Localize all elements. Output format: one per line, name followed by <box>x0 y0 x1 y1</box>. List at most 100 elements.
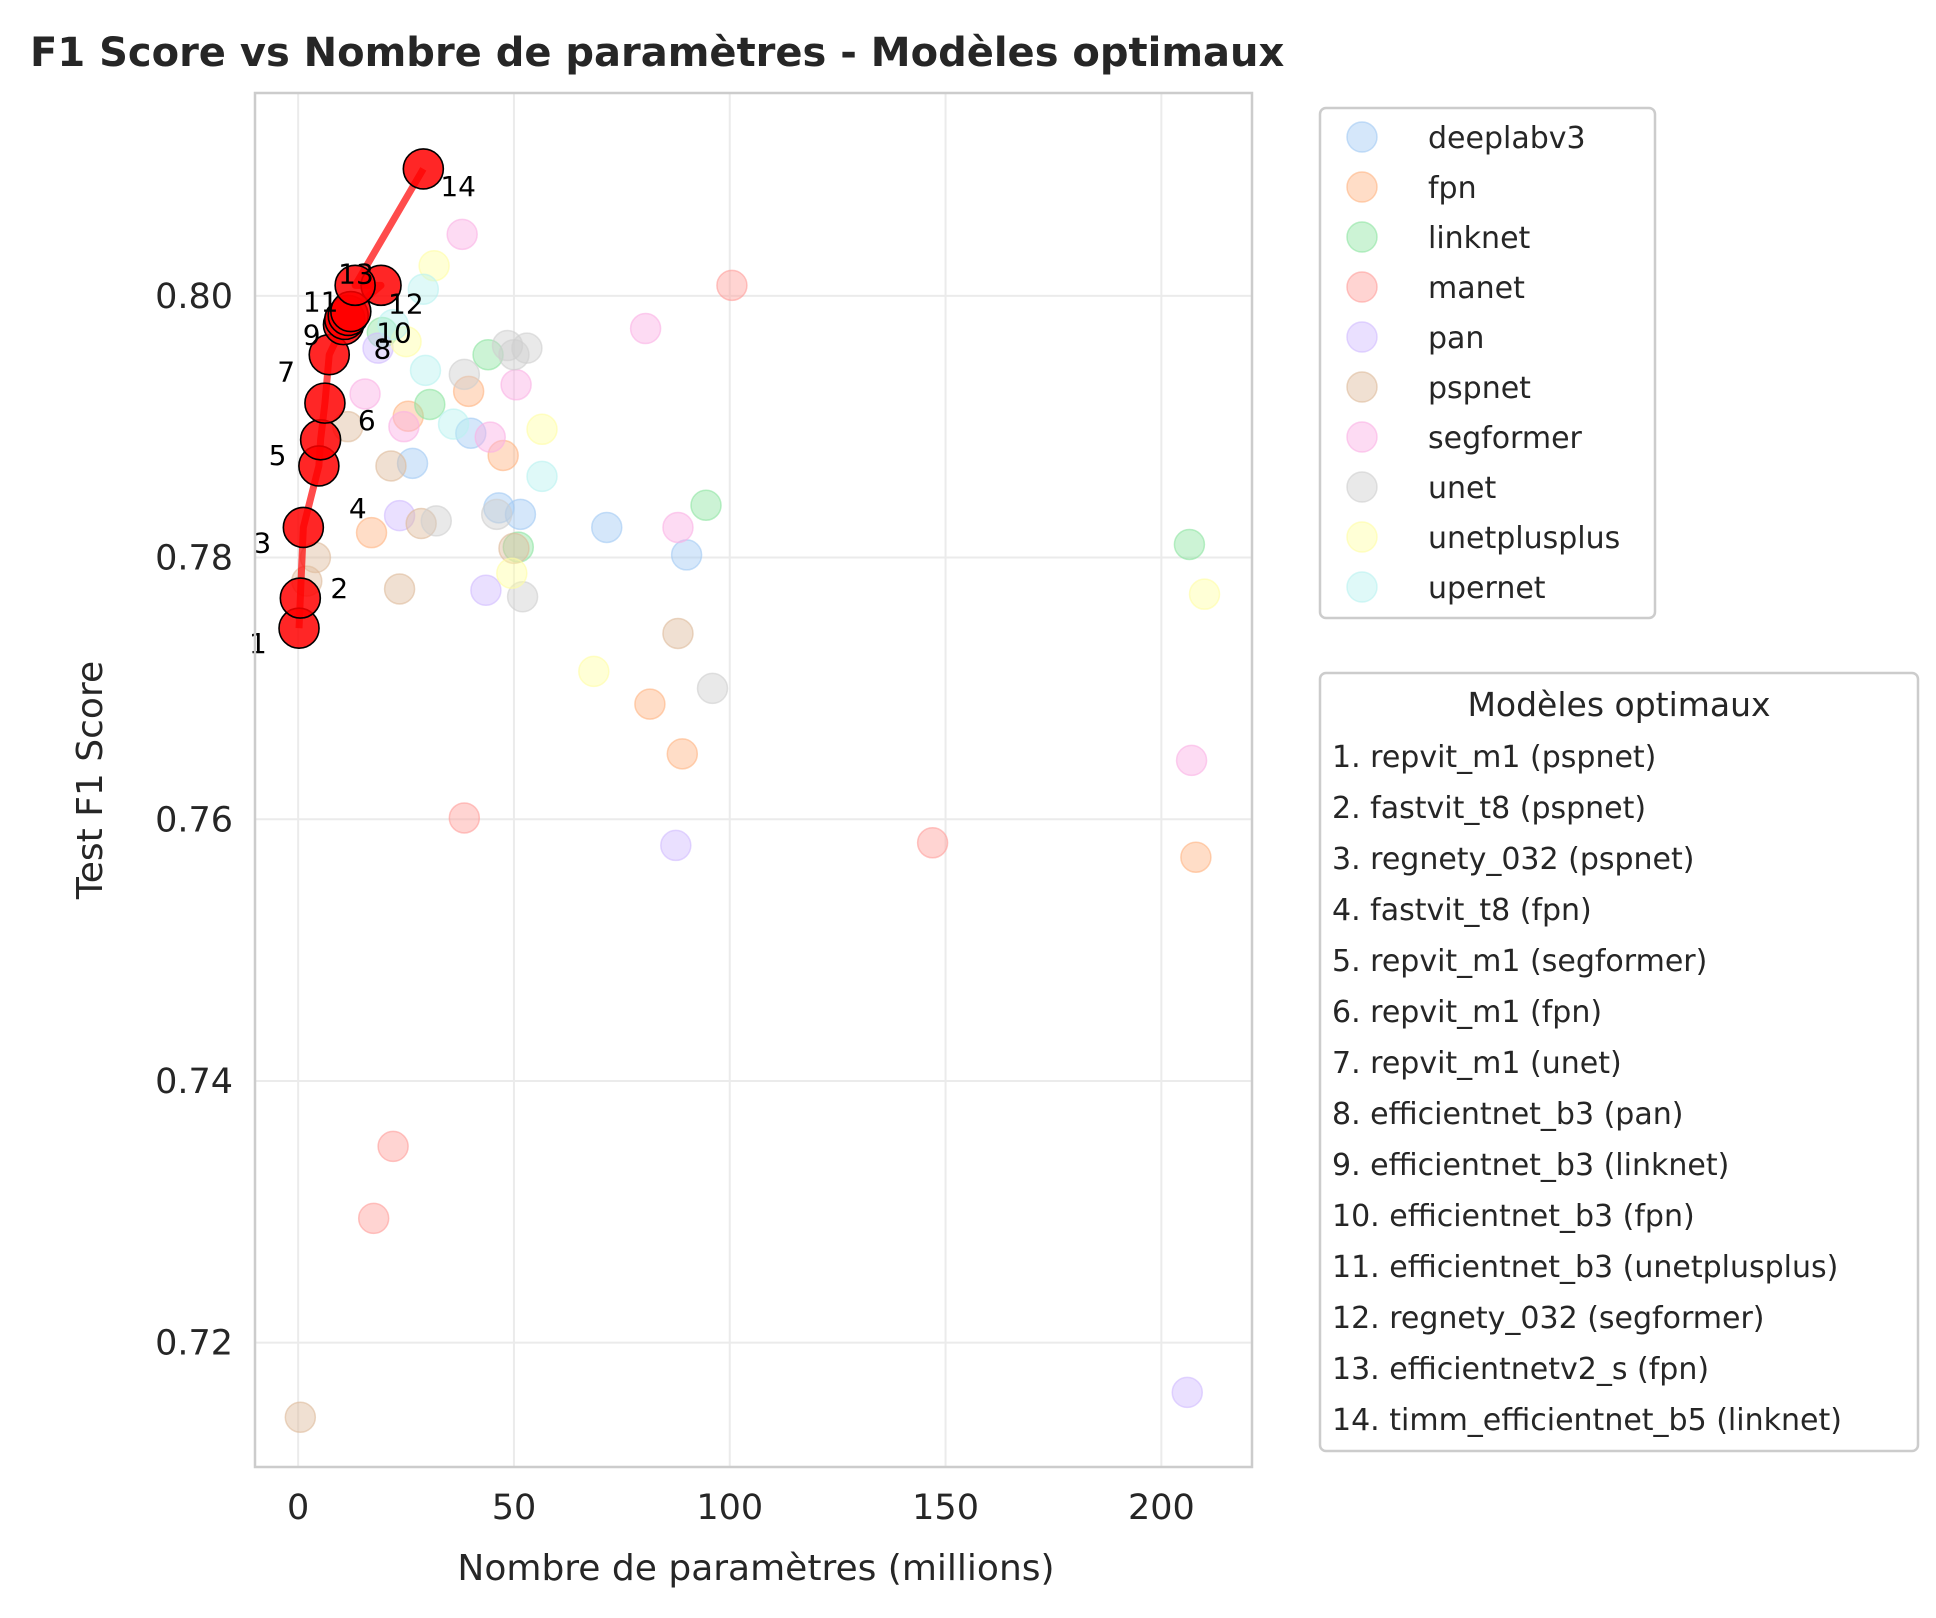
optimal-point-label: 11 <box>303 286 339 319</box>
scatter-point-pan <box>1171 1376 1204 1409</box>
legend-marker-manet <box>1346 271 1378 303</box>
tick-labels: 0 50 100 150 200 0.72 0.74 0.76 0.78 0.80 <box>155 277 1195 1528</box>
scatter-point-fpn <box>666 738 699 770</box>
optimal-legend-entry: 5. repvit_m1 (segformer) <box>1332 944 1707 979</box>
legend-marker-pan <box>1346 321 1378 353</box>
legend-marker-linknet <box>1346 221 1378 253</box>
optimal-point <box>279 577 322 619</box>
scatter-point-deeplabv3 <box>455 417 487 449</box>
optimal-point-label: 10 <box>376 316 412 349</box>
optimal-point <box>334 264 376 307</box>
scatter-point-pan <box>660 829 692 862</box>
legend-marker-pspnet <box>1346 371 1378 403</box>
scatter-point-unet <box>498 338 530 371</box>
legend-entry-pspnet: pspnet <box>1428 371 1531 406</box>
optimal-legend-box <box>1318 671 1920 1453</box>
scatter-point-linknet <box>472 338 504 371</box>
scatter-point-deeplabv3 <box>670 539 703 571</box>
optimal-point-label: 3 <box>253 526 271 559</box>
legend-entry-linknet: linknet <box>1428 221 1531 256</box>
legend-entry-unet: unet <box>1428 471 1496 506</box>
grid <box>255 93 1252 1467</box>
scatter-point-pspnet <box>662 617 694 650</box>
scatter-point-unetplusplus <box>578 655 610 688</box>
optimal-legend-entry: 13. efficientnetv2_s (fpn) <box>1332 1352 1709 1387</box>
chart-title: F1 Score vs Nombre de paramètres - Modèl… <box>30 30 1285 76</box>
scatter-point-pspnet <box>284 1401 317 1434</box>
scatter-point-manet <box>357 1202 390 1235</box>
optimal-legend-entry: 7. repvit_m1 (unet) <box>1332 1046 1622 1081</box>
legend-marker-unetplusplus <box>1346 521 1378 553</box>
optimal-legend-entry: 9. efficientnet_b3 (linknet) <box>1332 1148 1729 1183</box>
optimal-legend-entry: 4. fastvit_t8 (fpn) <box>1332 893 1592 928</box>
optimal-legend-entry: 11. efficientnet_b3 (unetplusplus) <box>1332 1250 1838 1285</box>
scatter-point-unet <box>506 581 539 613</box>
y-tick-label: 0.72 <box>155 1324 233 1364</box>
optimal-legend-entry: 3. regnety_032 (pspnet) <box>1332 842 1694 877</box>
scatter-point-segformer <box>500 369 532 401</box>
optimal-point-label: 1 <box>249 627 267 660</box>
scatter-point-unetplusplus <box>496 557 528 589</box>
scatter-point-segformer <box>388 410 420 443</box>
optimal-point <box>304 382 346 424</box>
scatter-point-manet <box>377 1130 409 1163</box>
scatter-point-segformer <box>1175 744 1208 777</box>
scatter-point-segformer <box>662 511 694 544</box>
legend-entry-fpn: fpn <box>1428 171 1477 206</box>
scatter-point-pan <box>470 574 502 607</box>
series-legend-box <box>1318 106 1657 620</box>
x-tick-label: 100 <box>696 1488 763 1528</box>
scatter-point-deeplabv3 <box>591 511 623 544</box>
x-tick-label: 150 <box>912 1488 979 1528</box>
scatter-point-segformer <box>474 421 506 453</box>
scatter-point-pspnet <box>375 450 407 482</box>
scatter-point-unetplusplus <box>1188 578 1221 610</box>
scatter-point-fpn <box>634 688 666 720</box>
scatter-point-unetplusplus <box>526 413 558 446</box>
scatter-point-fpn <box>487 439 519 472</box>
scatter-point-linknet <box>1173 528 1206 561</box>
optimal-legend-title: Modèles optimaux <box>1467 685 1770 724</box>
scatter-point-unet <box>448 358 481 391</box>
optimal-legend-entry: 8. efficientnet_b3 (pan) <box>1332 1097 1683 1132</box>
legend-entry-unetplusplus: unetplusplus <box>1428 521 1620 556</box>
scatter-point-segformer <box>629 312 662 345</box>
legend-entry-upernet: upernet <box>1428 571 1546 606</box>
optimal-point-label: 8 <box>373 333 391 366</box>
plot-frame <box>253 91 1254 1469</box>
y-tick-label: 0.76 <box>155 800 233 840</box>
scatter-point-upernet <box>409 354 442 387</box>
optimal-point-label: 13 <box>338 257 374 290</box>
legend-entry-segformer: segformer <box>1428 421 1583 456</box>
optimal-legend-entry: 6. repvit_m1 (fpn) <box>1332 995 1602 1030</box>
scatter-point-fpn <box>355 516 388 549</box>
scatter-point-fpn <box>1180 841 1212 873</box>
optimal-point-label: 7 <box>277 356 295 389</box>
scatter-point-upernet <box>526 460 558 493</box>
scatter-point-segformer <box>349 378 381 410</box>
scatter-points <box>284 218 1221 1434</box>
series-legend: deeplabv3 fpn linknet manet pan pspnet segform… <box>1318 106 1657 620</box>
optimal-point-label: 6 <box>358 404 376 437</box>
x-tick-label: 200 <box>1128 1488 1195 1528</box>
optimal-legend-entry: 14. timm_efficientnet_b5 (linknet) <box>1332 1403 1842 1438</box>
legend-marker-segformer <box>1346 421 1378 453</box>
optimal-point-label: 9 <box>303 318 321 351</box>
optimal-point-label: 5 <box>269 439 287 472</box>
scatter-point-upernet <box>437 408 470 440</box>
legend-marker-deeplabv3 <box>1346 121 1378 153</box>
x-tick-label: 0 <box>287 1488 309 1528</box>
legend-marker-unet <box>1346 471 1378 503</box>
optimal-point-label: 4 <box>349 492 367 525</box>
scatter-point-unet <box>696 672 729 705</box>
legend-marker-fpn <box>1346 171 1378 203</box>
legend-entry-pan: pan <box>1428 321 1484 356</box>
scatter-point-pan <box>383 499 416 532</box>
x-axis-label: Nombre de paramètres (millions) <box>457 1548 1054 1589</box>
y-tick-label: 0.78 <box>155 539 233 579</box>
scatter-point-linknet <box>414 388 446 421</box>
optimal-legend-entry: 10. efficientnet_b3 (fpn) <box>1332 1199 1695 1234</box>
optimal-points <box>278 148 445 650</box>
scatter-point-deeplabv3 <box>504 498 537 531</box>
